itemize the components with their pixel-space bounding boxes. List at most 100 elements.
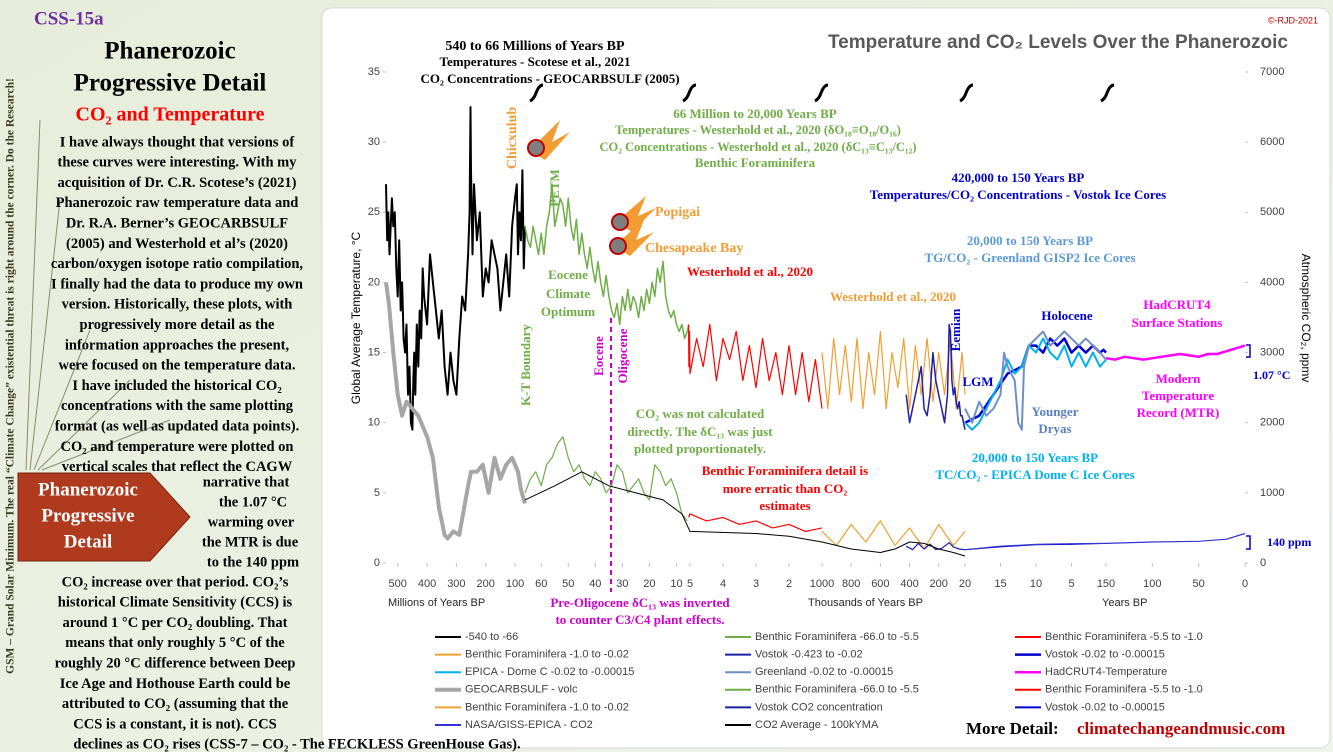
legend-label: Vostok -0.02 to -0.00015 [1045, 701, 1165, 713]
annotation: estimates [759, 498, 810, 513]
annotation: CO₂ was not calculated [636, 406, 765, 421]
arrow-label: Progressive [41, 505, 134, 526]
footer-label: More Detail: [966, 719, 1059, 738]
sidebar-text: CO₂ and temperature were plotted on [61, 439, 294, 455]
sidebar-text: roughly 20 °C difference between Deep [55, 656, 296, 672]
annotation: CO₂ Concentrations - GEOCARBSULF (2005) [420, 71, 679, 86]
annotation: Westerhold et al., 2020 [830, 289, 956, 304]
x-axis-label: Millions of Years BP [388, 597, 485, 609]
annotation: Benthic Foraminifera detail is [702, 463, 868, 478]
plot-area [383, 71, 1248, 567]
annotation: to counter C3/C4 plant effects. [555, 612, 724, 627]
legend-label: Benthic Foraminifera -66.0 to -5.5 [755, 684, 919, 696]
annotation: TG/CO₂ - Greenland GISP2 Ice Cores [924, 250, 1135, 265]
sidebar-text: concentrations with the same plotting [61, 398, 294, 414]
legend-label: GEOCARBSULF - volc [465, 684, 578, 696]
sidebar-text: around 1 °C per CO₂ doubling. That [63, 615, 288, 631]
sidebar-text: information approaches the present, [65, 337, 290, 353]
annotation: Dryas [1038, 421, 1071, 436]
annotation: Surface Stations [1132, 315, 1223, 330]
x-tick-label: 50 [562, 578, 574, 590]
annotation: K-T Boundary [518, 324, 533, 406]
y-tick-label: 0 [374, 557, 380, 569]
annotation: Benthic Foraminifera [695, 155, 816, 170]
x-tick-label: 200 [477, 578, 495, 590]
sidebar-text: vertical scales that reflect the CAGW [62, 459, 293, 475]
x-tick-label: 15 [994, 578, 1006, 590]
annotation: Temperature [1142, 388, 1214, 403]
y2-tick-label: 1000 [1260, 487, 1284, 499]
x-axis-label: Years BP [1102, 597, 1147, 609]
annotation: 140 ppm [1267, 535, 1311, 549]
badge-id: CSS-15a [34, 8, 104, 29]
series-line [1105, 344, 1246, 361]
x-tick-label: 200 [930, 578, 948, 590]
x-tick-label: 5 [687, 578, 693, 590]
y2-tick-label: 0 [1260, 557, 1266, 569]
x-tick-label: 150 [1097, 578, 1115, 590]
y-tick-label: 15 [368, 346, 380, 358]
annotation: Chicxulub [505, 107, 520, 169]
annotation: Younger [1032, 404, 1079, 419]
annotation: Eocene [591, 336, 606, 376]
annotation: directly. The δC₁₃ was just [627, 424, 773, 439]
side-note: GSM – Grand Solar Minimum. The real “Cli… [5, 78, 17, 674]
legend-label: Benthic Foraminifera -5.5 to -1.0 [1045, 631, 1203, 643]
sidebar-text: these curves were interesting. With my [58, 155, 298, 171]
legend-label: HadCRUT4-Temperature [1045, 666, 1167, 678]
arrow-label: Phanerozoic [38, 479, 138, 500]
legend-label: Vostok -0.02 to -0.00015 [1045, 649, 1165, 661]
y-tick-label: 30 [368, 136, 380, 148]
legend-label: -540 to -66 [465, 631, 518, 643]
sidebar-text: I have always thought that versions of [60, 134, 295, 150]
sidebar-text: carbon/oxygen isotope ratio compilation, [51, 256, 304, 272]
arrow-label: Detail [64, 531, 113, 552]
sidebar-text: the 1.07 °C [219, 494, 287, 510]
sidebar-text: attributed to CO₂ (assuming that the [62, 696, 289, 712]
x-tick-label: 20 [643, 578, 655, 590]
x-tick-label: 100 [506, 578, 524, 590]
y-tick-label: 5 [374, 487, 380, 499]
sidebar-text: historical Climate Sensitivity (CCS) is [58, 595, 293, 611]
legend-label: Greenland -0.02 to -0.00015 [755, 666, 893, 678]
labels: 0510152025303501000200030004000500060007… [5, 8, 1318, 752]
x-axis-label: Thousands of Years BP [808, 597, 923, 609]
annotation: Eocene [548, 267, 588, 282]
series-line [524, 471, 966, 557]
x-tick-label: 400 [418, 578, 436, 590]
series-line [821, 520, 966, 550]
sidebar-text: CCS is a constant, it is not). CCS [73, 716, 276, 732]
annotation: Temperatures - Westerhold et al., 2020 (… [615, 123, 901, 137]
y2-tick-label: 3000 [1260, 346, 1284, 358]
annotation: LGM [962, 374, 993, 389]
sidebar-text: the MTR is due [202, 534, 299, 550]
sidebar-text: I finally had the data to produce my own [51, 276, 303, 292]
annotation: CO₂ Concentrations - Westerhold et al., … [599, 140, 916, 154]
sidebar-subtitle: CO₂ and Temperature [76, 104, 265, 126]
annotation: TC/CO₂ - EPICA Dome C Ice Cores [935, 467, 1134, 482]
legend-label: Benthic Foraminifera -5.5 to -1.0 [1045, 684, 1203, 696]
sidebar-text: were focused on the temperature data. [58, 358, 295, 374]
y-tick-label: 25 [368, 206, 380, 218]
annotation: 20,000 to 150 Years BP [967, 233, 1093, 248]
y-tick-label: 10 [368, 417, 380, 429]
decor-lines [25, 119, 171, 471]
annotation: Westerhold et al., 2020 [687, 264, 813, 279]
annotation: 540 to 66 Millions of Years BP [445, 39, 625, 54]
y2-tick-label: 6000 [1260, 136, 1284, 148]
sidebar-title: Progressive Detail [74, 70, 267, 97]
series-line [964, 337, 1107, 431]
y-tick-label: 20 [368, 276, 380, 288]
sidebar-text: version. Historically, these plots, with [62, 297, 293, 313]
series-line [964, 532, 1246, 551]
annotation: 66 Million to 20,000 Years BP [673, 106, 837, 121]
series-line [964, 330, 1107, 431]
legend-label: Benthic Foraminifera -66.0 to -5.5 [755, 631, 919, 643]
annotation: 420,000 to 150 Years BP [952, 170, 1085, 185]
legend-label: Vostok -0.423 to -0.02 [755, 649, 863, 661]
chart-panel [321, 7, 1331, 749]
break-marks [529, 83, 1115, 103]
sidebar-text: CO₂ increase over that period. CO₂’s [62, 574, 289, 590]
series-line [384, 282, 527, 541]
